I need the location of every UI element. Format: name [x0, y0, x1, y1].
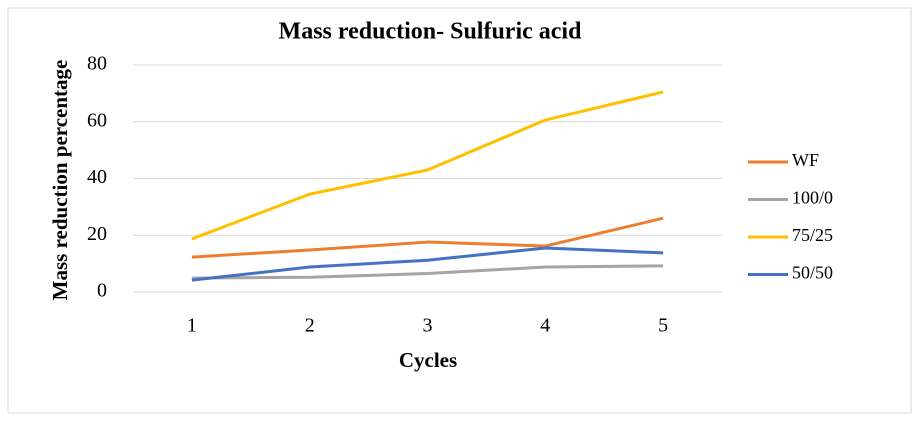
x-tick-label: 5 [658, 315, 668, 337]
series-line [191, 216, 664, 259]
y-axis-label: Mass reduction percentage [48, 60, 72, 301]
legend-label: 100/0 [792, 188, 833, 208]
series-line [191, 90, 664, 241]
chart-border [7, 7, 912, 414]
x-tick-label: 3 [423, 315, 433, 337]
y-tick-label: 20 [87, 223, 107, 245]
x-tick-label: 4 [540, 315, 550, 337]
y-tick-label: 80 [87, 53, 107, 75]
x-axis-label: Cycles [399, 348, 457, 372]
y-tick-label: 60 [87, 109, 107, 131]
legend-label: WF [792, 150, 819, 170]
legend-label: 50/50 [792, 263, 833, 283]
x-tick-label: 2 [305, 315, 315, 337]
legend-label: 75/25 [792, 225, 833, 245]
y-tick-label: 40 [87, 166, 107, 188]
x-tick-label: 1 [187, 315, 197, 337]
y-tick-label: 0 [97, 280, 107, 302]
series-line [191, 264, 664, 280]
chart-title: Mass reduction- Sulfuric acid [279, 19, 583, 45]
series-line [191, 246, 664, 282]
